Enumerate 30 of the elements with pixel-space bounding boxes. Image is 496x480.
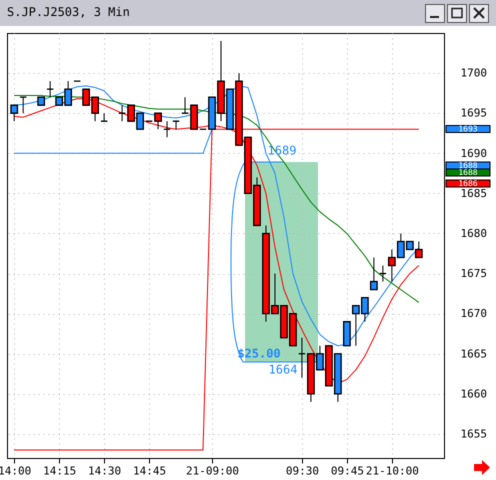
candlestick <box>100 112 108 122</box>
x-tick-label: 14:30 <box>88 464 122 478</box>
y-tick-label: 1680 <box>460 226 487 240</box>
y-tick-label: 1700 <box>460 66 487 80</box>
candlestick <box>19 96 28 114</box>
x-tick-label: 09:45 <box>330 464 364 478</box>
text: 1688 <box>458 161 478 170</box>
y-tick-label: 1665 <box>460 347 487 360</box>
x-tick-label: 14:45 <box>133 464 166 478</box>
text: 1688 <box>458 168 478 178</box>
y-tick-label: 1695 <box>460 106 487 120</box>
candlestick <box>298 337 306 378</box>
x-tick-label: 09:30 <box>286 464 319 478</box>
candlestick <box>378 265 387 282</box>
x-tick-label: 14:15 <box>43 464 76 478</box>
x-tick-label: 21-10:00 <box>366 464 419 478</box>
chart-title: S.JP.J2503, 3 Min <box>7 5 130 19</box>
x-tick-label: 21-09:00 <box>186 464 240 478</box>
candlestick <box>46 80 54 98</box>
candlestick <box>370 257 378 290</box>
y-tick-label: 1685 <box>460 186 487 200</box>
y-tick-label: 1655 <box>460 427 487 440</box>
annotation: 1664 <box>268 362 298 376</box>
y-tick-label: 1690 <box>460 146 487 160</box>
text: 1686 <box>458 179 478 188</box>
candlestick <box>163 120 171 138</box>
y-tick-label: 1670 <box>460 307 487 320</box>
text: 1693 <box>458 124 478 134</box>
y-tick-label: 1660 <box>460 387 487 400</box>
y-tick-label: 1675 <box>460 267 487 280</box>
